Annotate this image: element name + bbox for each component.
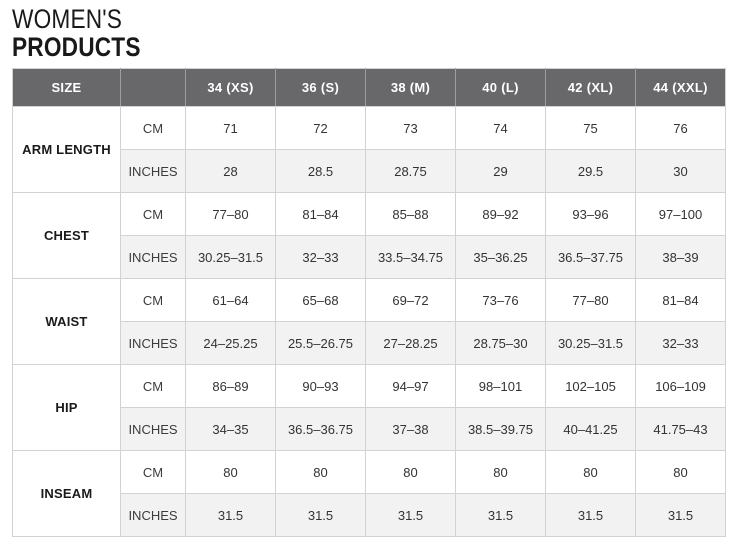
unit-cell: CM — [120, 192, 186, 236]
unit-cell: INCHES — [120, 235, 186, 279]
value-cell: 69–72 — [365, 278, 456, 322]
value-cell: 27–28.25 — [365, 321, 456, 365]
measurement-label-waist: WAIST — [12, 278, 121, 365]
value-cell: 98–101 — [455, 364, 546, 408]
value-cell: 71 — [185, 106, 276, 150]
value-cell: 32–33 — [275, 235, 366, 279]
table-row-hip-inches: INCHES 34–35 36.5–36.75 37–38 38.5–39.75… — [13, 407, 726, 451]
value-cell: 80 — [545, 450, 636, 494]
value-cell: 85–88 — [365, 192, 456, 236]
value-cell: 41.75–43 — [635, 407, 726, 451]
value-cell: 35–36.25 — [455, 235, 546, 279]
value-cell: 106–109 — [635, 364, 726, 408]
value-cell: 25.5–26.75 — [275, 321, 366, 365]
table-row-waist-cm: WAIST CM 61–64 65–68 69–72 73–76 77–80 8… — [12, 278, 726, 365]
value-cell: 89–92 — [455, 192, 546, 236]
unit-cell: CM — [120, 450, 186, 494]
value-cell: 61–64 — [185, 278, 276, 322]
value-cell: 28 — [185, 149, 276, 193]
value-cell: 24–25.25 — [185, 321, 276, 365]
value-cell: 72 — [275, 106, 366, 150]
measurement-label-arm-length: ARM LENGTH — [12, 106, 121, 193]
value-cell: 36.5–37.75 — [545, 235, 636, 279]
table-row-arm-length-inches: INCHES 28 28.5 28.75 29 29.5 30 — [13, 149, 726, 193]
value-cell: 29.5 — [545, 149, 636, 193]
header-size-44-xxl: 44 (XXL) — [635, 68, 726, 107]
value-cell: 34–35 — [185, 407, 276, 451]
value-cell: 80 — [365, 450, 456, 494]
value-cell: 28.75 — [365, 149, 456, 193]
value-cell: 80 — [185, 450, 276, 494]
value-cell: 65–68 — [275, 278, 366, 322]
value-cell: 80 — [455, 450, 546, 494]
header-size-42-xl: 42 (XL) — [545, 68, 636, 107]
value-cell: 38–39 — [635, 235, 726, 279]
value-cell: 28.75–30 — [455, 321, 546, 365]
header-size-36-s: 36 (S) — [275, 68, 366, 107]
value-cell: 30.25–31.5 — [185, 235, 276, 279]
value-cell: 76 — [635, 106, 726, 150]
value-cell: 75 — [545, 106, 636, 150]
value-cell: 94–97 — [365, 364, 456, 408]
unit-cell: CM — [120, 364, 186, 408]
header-size-40-l: 40 (L) — [455, 68, 546, 107]
value-cell: 31.5 — [275, 493, 366, 537]
table-row-hip-cm: HIP CM 86–89 90–93 94–97 98–101 102–105 … — [12, 364, 726, 451]
table-row-inseam-cm: INSEAM CM 80 80 80 80 80 80 — [12, 450, 726, 537]
table-row-chest-inches: INCHES 30.25–31.5 32–33 33.5–34.75 35–36… — [13, 235, 726, 279]
measurement-label-inseam: INSEAM — [12, 450, 121, 537]
size-chart-table: SIZE 34 (XS) 36 (S) 38 (M) 40 (L) 42 (XL… — [12, 68, 726, 537]
unit-cell: INCHES — [120, 149, 186, 193]
unit-cell: CM — [120, 106, 186, 150]
value-cell: 33.5–34.75 — [365, 235, 456, 279]
value-cell: 90–93 — [275, 364, 366, 408]
value-cell: 37–38 — [365, 407, 456, 451]
value-cell: 28.5 — [275, 149, 366, 193]
header-blank — [120, 68, 186, 107]
unit-cell: INCHES — [120, 321, 186, 365]
value-cell: 31.5 — [365, 493, 456, 537]
value-cell: 36.5–36.75 — [275, 407, 366, 451]
page-title: WOMEN'S PRODUCTS — [12, 5, 723, 61]
value-cell: 97–100 — [635, 192, 726, 236]
header-size-38-m: 38 (M) — [365, 68, 456, 107]
value-cell: 31.5 — [635, 493, 726, 537]
value-cell: 29 — [455, 149, 546, 193]
value-cell: 30.25–31.5 — [545, 321, 636, 365]
table-row-chest-cm: CHEST CM 77–80 81–84 85–88 89–92 93–96 9… — [12, 192, 726, 279]
value-cell: 77–80 — [545, 278, 636, 322]
measurement-label-hip: HIP — [12, 364, 121, 451]
table-row-inseam-inches: INCHES 31.5 31.5 31.5 31.5 31.5 31.5 — [13, 493, 726, 537]
measurement-label-chest: CHEST — [12, 192, 121, 279]
value-cell: 93–96 — [545, 192, 636, 236]
value-cell: 81–84 — [635, 278, 726, 322]
value-cell: 80 — [635, 450, 726, 494]
value-cell: 73–76 — [455, 278, 546, 322]
value-cell: 73 — [365, 106, 456, 150]
value-cell: 38.5–39.75 — [455, 407, 546, 451]
title-line-womens: WOMEN'S — [12, 4, 123, 34]
value-cell: 81–84 — [275, 192, 366, 236]
unit-cell: INCHES — [120, 493, 186, 537]
value-cell: 86–89 — [185, 364, 276, 408]
value-cell: 32–33 — [635, 321, 726, 365]
value-cell: 30 — [635, 149, 726, 193]
title-line-products: PRODUCTS — [12, 32, 141, 62]
value-cell: 74 — [455, 106, 546, 150]
value-cell: 80 — [275, 450, 366, 494]
unit-cell: CM — [120, 278, 186, 322]
header-size: SIZE — [12, 68, 121, 107]
value-cell: 31.5 — [545, 493, 636, 537]
value-cell: 40–41.25 — [545, 407, 636, 451]
table-row-waist-inches: INCHES 24–25.25 25.5–26.75 27–28.25 28.7… — [13, 321, 726, 365]
header-size-34-xs: 34 (XS) — [185, 68, 276, 107]
unit-cell: INCHES — [120, 407, 186, 451]
value-cell: 77–80 — [185, 192, 276, 236]
value-cell: 31.5 — [455, 493, 546, 537]
value-cell: 102–105 — [545, 364, 636, 408]
header-row: SIZE 34 (XS) 36 (S) 38 (M) 40 (L) 42 (XL… — [12, 68, 726, 107]
table-row-arm-length-cm: ARM LENGTH CM 71 72 73 74 75 76 — [12, 106, 726, 193]
value-cell: 31.5 — [185, 493, 276, 537]
